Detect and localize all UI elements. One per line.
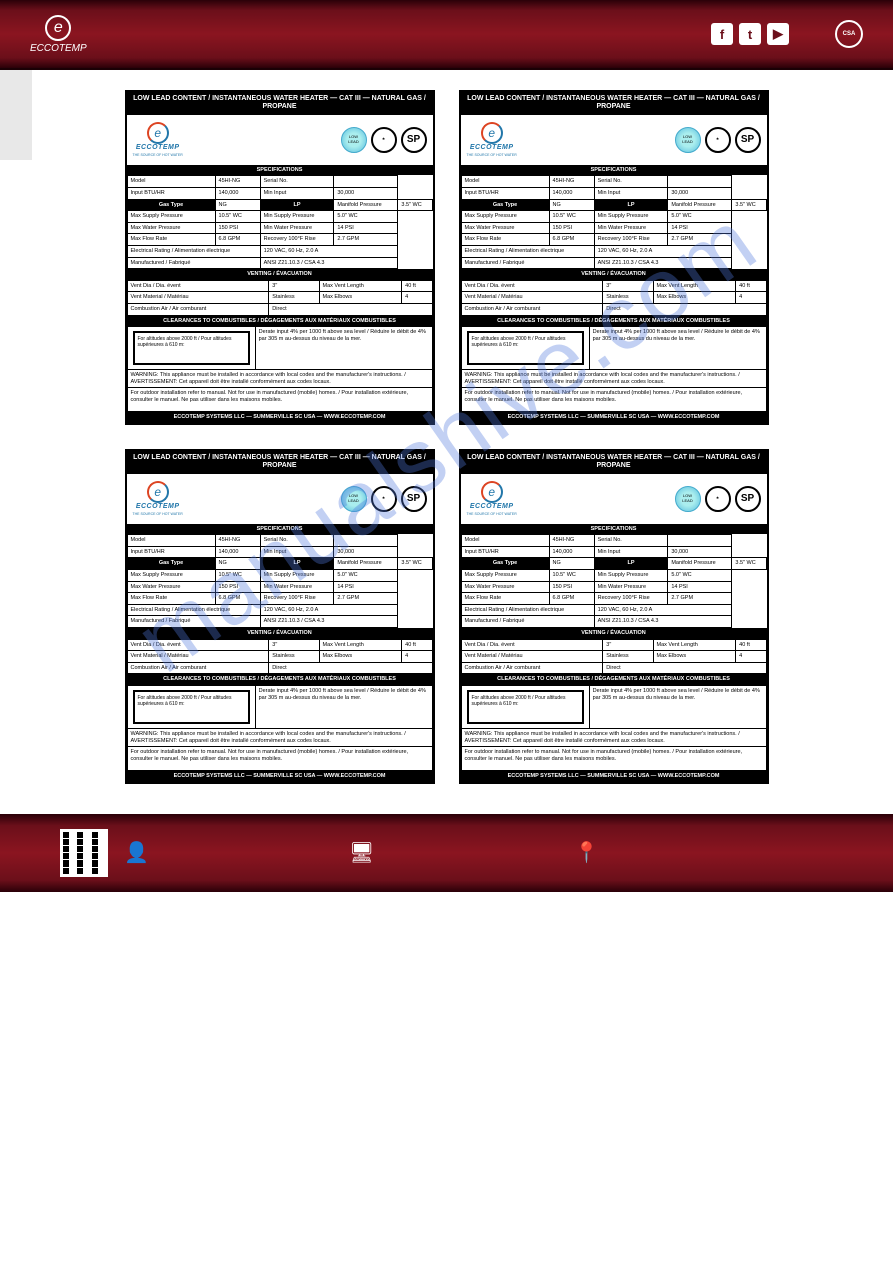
label-grid: LOW LEAD CONTENT / INSTANTANEOUS WATER H… <box>0 90 893 784</box>
rating-label-card: LOW LEAD CONTENT / INSTANTANEOUS WATER H… <box>125 449 435 784</box>
brand-name: ECCOTEMP <box>30 43 87 54</box>
brand-logo[interactable]: e ECCOTEMP <box>30 15 87 54</box>
location-icon[interactable]: 📍 <box>574 840 599 865</box>
logo-row: eECCOTEMPTHE SOURCE OF HOT WATER LOWLEAD… <box>127 115 433 165</box>
lowlead-icon: LOWLEAD <box>341 127 367 153</box>
page-body: manualshive.com LOW LEAD CONTENT / INSTA… <box>0 70 893 814</box>
vent-header: VENTING / ÉVACUATION <box>127 269 433 280</box>
card-title-bar: LOW LEAD CONTENT / INSTANTANEOUS WATER H… <box>461 92 767 115</box>
contact-icon[interactable]: 👤 <box>124 840 149 865</box>
energystar-icon: ★ <box>371 127 397 153</box>
rating-label-card: LOW LEAD CONTENT / INSTANTANEOUS WATER H… <box>125 90 435 425</box>
csa-icon: SP <box>401 127 427 153</box>
side-tab <box>0 70 32 160</box>
spec-header: SPECIFICATIONS <box>127 165 433 176</box>
clearance-table: For altitudes above 2000 ft / Pour altit… <box>127 326 433 412</box>
facebook-icon[interactable]: f <box>711 23 733 45</box>
vent-table: Vent Dia / Dia. évent3"Max Vent Length40… <box>127 280 433 316</box>
brand-icon: e <box>45 15 71 41</box>
eccotemp-logo: eECCOTEMPTHE SOURCE OF HOT WATER <box>133 122 183 157</box>
altitude-box: For altitudes above 2000 ft / Pour altit… <box>133 331 250 365</box>
website-icon[interactable]: 🖥 <box>349 840 374 865</box>
footer-bar: 👤 🖥 📍 <box>0 814 893 892</box>
rating-label-card: LOW LEAD CONTENT / INSTANTANEOUS WATER H… <box>459 449 769 784</box>
youtube-icon[interactable]: ▶ <box>767 23 789 45</box>
twitter-icon[interactable]: t <box>739 23 761 45</box>
card-title-bar: LOW LEAD CONTENT / INSTANTANEOUS WATER H… <box>127 92 433 115</box>
clearance-header: CLEARANCES TO COMBUSTIBLES / DÉGAGEMENTS… <box>127 316 433 327</box>
top-bar: e ECCOTEMP f t ▶ CSA <box>0 0 893 70</box>
cert-badges: LOWLEAD ★ SP <box>341 127 427 153</box>
rating-label-card: LOW LEAD CONTENT / INSTANTANEOUS WATER H… <box>459 90 769 425</box>
card-footer-bar: ECCOTEMP SYSTEMS LLC — SUMMERVILLE SC US… <box>127 412 433 423</box>
csa-badge-icon: CSA <box>835 20 863 48</box>
spec-table: Model45HI-NGSerial No. Input BTU/HR140,0… <box>127 175 433 269</box>
qr-code-icon[interactable] <box>60 829 108 877</box>
social-group: f t ▶ CSA <box>711 20 863 48</box>
